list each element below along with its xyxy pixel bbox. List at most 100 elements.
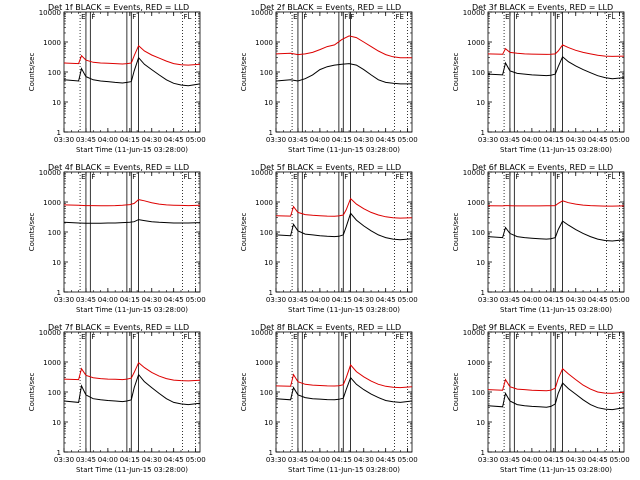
x-tick-label: 03:45 <box>76 136 96 144</box>
flag-label: E <box>293 13 297 21</box>
x-tick-label: 04:30 <box>566 136 586 144</box>
plot-frame <box>64 172 200 292</box>
x-tick-label: 03:30 <box>266 136 286 144</box>
y-tick-label: 10000 <box>463 329 485 337</box>
y-tick-label: 10 <box>52 419 61 427</box>
flag-label: F <box>556 173 560 181</box>
x-tick-label: 04:15 <box>544 136 564 144</box>
flag-label: FE <box>395 173 403 181</box>
flag-label: F <box>303 173 307 181</box>
y-axis-label: Counts/sec <box>28 53 36 92</box>
flag-label: F <box>91 13 95 21</box>
x-tick-label: 04:30 <box>142 136 162 144</box>
x-tick-label: 04:45 <box>164 136 184 144</box>
panel-title: Det 9f BLACK = Events, RED = LLD <box>472 323 613 332</box>
panel-det-8: Det 8f BLACK = Events, RED = LLD11010010… <box>240 323 418 474</box>
detector-plot-grid: Det 1f BLACK = Events, RED = LLD11010010… <box>0 0 640 480</box>
x-axis-label: Start Time (11-Jun-15 03:28:00) <box>76 306 188 314</box>
x-tick-label: 05:00 <box>398 136 418 144</box>
x-tick-label: 04:30 <box>354 136 374 144</box>
lld-series-line <box>64 46 200 65</box>
x-tick-label: 04:30 <box>566 456 586 464</box>
x-axis-label: Start Time (11-Jun-15 03:28:00) <box>76 146 188 154</box>
x-axis-label: Start Time (11-Jun-15 03:28:00) <box>500 466 612 474</box>
x-tick-label: 03:30 <box>54 456 74 464</box>
lld-series-line <box>488 369 624 394</box>
flag-label: FL <box>607 13 615 21</box>
flag-label: E <box>505 173 509 181</box>
x-tick-label: 04:15 <box>332 456 352 464</box>
x-tick-label: 03:45 <box>288 456 308 464</box>
y-tick-label: 10000 <box>463 9 485 17</box>
x-axis-label: Start Time (11-Jun-15 03:28:00) <box>288 306 400 314</box>
x-tick-label: 05:00 <box>186 456 206 464</box>
events-series-line <box>64 220 200 224</box>
y-tick-label: 10 <box>52 99 61 107</box>
y-tick-label: 10000 <box>39 9 61 17</box>
flag-label: FE <box>395 13 403 21</box>
x-tick-label: 04:15 <box>332 136 352 144</box>
flag-label: FL <box>183 333 191 341</box>
x-tick-label: 04:00 <box>522 456 542 464</box>
flag-label: FL <box>607 173 615 181</box>
flag-label: E <box>293 173 297 181</box>
x-tick-label: 04:00 <box>98 456 118 464</box>
panel-title: Det 5f BLACK = Events, RED = LLD <box>260 163 401 172</box>
events-series-line <box>276 64 412 84</box>
lld-series-line <box>276 365 412 388</box>
x-tick-label: 04:45 <box>164 456 184 464</box>
y-tick-label: 100 <box>48 229 61 237</box>
flag-label: E <box>505 13 509 21</box>
flag-label: F <box>344 333 348 341</box>
panel-det-5: Det 5f BLACK = Events, RED = LLD11010010… <box>240 163 418 314</box>
flag-label: FL <box>183 13 191 21</box>
flag-label: F <box>91 173 95 181</box>
lld-series-line <box>276 36 412 58</box>
lld-series-line <box>64 363 200 381</box>
x-tick-label: 03:45 <box>288 296 308 304</box>
y-axis-label: Counts/sec <box>452 373 460 412</box>
x-tick-label: 04:00 <box>98 296 118 304</box>
y-tick-label: 1000 <box>255 199 273 207</box>
flag-label: F <box>303 13 307 21</box>
x-tick-label: 04:30 <box>354 296 374 304</box>
x-tick-label: 03:30 <box>266 456 286 464</box>
y-tick-label: 10000 <box>251 329 273 337</box>
y-tick-label: 10 <box>52 259 61 267</box>
y-tick-label: 10000 <box>251 9 273 17</box>
x-tick-label: 04:45 <box>376 456 396 464</box>
flag-label: F <box>515 173 519 181</box>
y-tick-label: 10000 <box>39 329 61 337</box>
y-tick-label: 10 <box>476 259 485 267</box>
x-tick-label: 03:30 <box>54 136 74 144</box>
y-axis-label: Counts/sec <box>240 53 248 92</box>
y-tick-label: 10000 <box>39 169 61 177</box>
flag-label: F <box>515 333 519 341</box>
y-tick-label: 10 <box>476 99 485 107</box>
x-axis-label: Start Time (11-Jun-15 03:28:00) <box>288 466 400 474</box>
y-tick-label: 1000 <box>467 359 485 367</box>
x-tick-label: 05:00 <box>610 456 630 464</box>
y-tick-label: 10 <box>476 419 485 427</box>
x-tick-label: 04:45 <box>588 456 608 464</box>
x-tick-label: 04:00 <box>98 136 118 144</box>
x-tick-label: 03:45 <box>288 136 308 144</box>
y-tick-label: 10 <box>264 99 273 107</box>
y-axis-label: Counts/sec <box>28 213 36 252</box>
x-tick-label: 04:45 <box>164 296 184 304</box>
lld-series-line <box>488 201 624 206</box>
flag-label: FIF <box>344 13 354 21</box>
x-tick-label: 04:15 <box>120 136 140 144</box>
flag-label: FE <box>607 333 615 341</box>
panel-title: Det 2f BLACK = Events, RED = LLD <box>260 3 401 12</box>
panel-det-9: Det 9f BLACK = Events, RED = LLD11010010… <box>452 323 630 474</box>
x-tick-label: 03:45 <box>76 456 96 464</box>
lld-series-line <box>276 199 412 219</box>
y-tick-label: 100 <box>48 69 61 77</box>
events-series-line <box>488 57 624 79</box>
flag-label: E <box>81 333 85 341</box>
y-tick-label: 10000 <box>251 169 273 177</box>
x-tick-label: 04:30 <box>142 296 162 304</box>
x-tick-label: 03:45 <box>500 296 520 304</box>
plot-frame <box>64 12 200 132</box>
